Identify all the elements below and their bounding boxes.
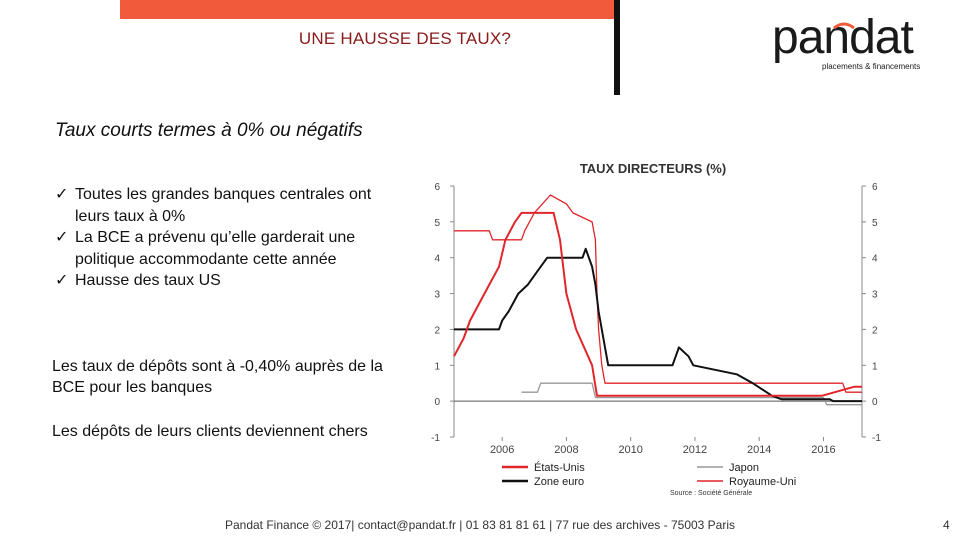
- chart-title: TAUX DIRECTEURS (%): [580, 161, 726, 176]
- policy-rates-chart: TAUX DIRECTEURS (%) -1 -1 0 0 1 1 2 2 3 3 4 4 5 5 6 6 200…: [431, 161, 881, 497]
- y-tick-label-right: -1: [872, 433, 881, 444]
- bullet-list: ✓ Toutes les grandes banques centrales on…: [55, 184, 405, 292]
- footer-text: Pandat Finance © 2017| contact@pandat.fr…: [224, 518, 736, 532]
- y-tick-label-left: 2: [434, 325, 440, 336]
- logo-accent-icon: [833, 22, 855, 30]
- logo-wordmark: pandat: [772, 11, 914, 64]
- check-icon: ✓: [55, 186, 69, 203]
- deposit-rate-paragraph: Les taux de dépôts sont à -0,40% auprès …: [52, 358, 383, 396]
- section-subtitle: Taux courts termes à 0% ou négatifs: [55, 120, 363, 141]
- bullet-item: ✓ La BCE a prévenu qu’elle garderait une …: [55, 229, 356, 268]
- x-tick-label: 2010: [618, 444, 642, 456]
- legend-label: Zone euro: [534, 476, 584, 488]
- bullet-item: ✓ Toutes les grandes banques centrales on…: [55, 186, 372, 225]
- y-tick-label-right: 2: [872, 325, 878, 336]
- check-icon: ✓: [55, 272, 69, 289]
- y-tick-label-left: 0: [434, 397, 440, 408]
- page-number: 4: [943, 518, 950, 532]
- series-line--tats-unis: [453, 211, 862, 397]
- series-line-zone-euro: [454, 247, 862, 403]
- y-tick-label-right: 5: [872, 218, 878, 229]
- x-tick-label: 2016: [811, 444, 835, 456]
- legend-label: Japon: [729, 462, 759, 474]
- x-tick-label: 2008: [554, 444, 578, 456]
- x-tick-label: 2006: [490, 444, 514, 456]
- y-tick-label-right: 6: [872, 182, 878, 193]
- slide-title: UNE HAUSSE DES TAUX?: [298, 29, 512, 48]
- y-tick-label-left: 5: [434, 218, 440, 229]
- y-tick-label-left: -1: [431, 433, 440, 444]
- y-tick-label-right: 0: [872, 397, 878, 408]
- y-tick-label-left: 6: [434, 182, 440, 193]
- y-tick-label-left: 4: [434, 254, 440, 265]
- pandat-logo: pandat placements & financements: [772, 14, 952, 74]
- bullet-item: ✓ Hausse des taux US: [55, 270, 405, 292]
- y-tick-label-left: 1: [434, 361, 440, 372]
- chart-source: Source : Société Générale: [670, 490, 752, 497]
- header-divider: [614, 0, 620, 95]
- y-tick-label-left: 3: [434, 290, 440, 301]
- y-tick-label-right: 1: [872, 361, 878, 372]
- x-tick-label: 2014: [747, 444, 771, 456]
- x-tick-label: 2012: [683, 444, 707, 456]
- client-deposits-paragraph: Les dépôts de leurs clients deviennent c…: [52, 423, 368, 440]
- series-line-royaume-uni: [454, 194, 862, 393]
- y-tick-label-right: 3: [872, 290, 878, 301]
- check-icon: ✓: [55, 229, 69, 246]
- legend-label: États-Unis: [534, 461, 585, 474]
- top-accent-bar: [120, 0, 616, 19]
- legend-label: Royaume-Uni: [729, 476, 796, 488]
- y-tick-label-right: 4: [872, 254, 878, 265]
- series-line-japon: [521, 382, 862, 406]
- logo-tagline: placements & financements: [822, 62, 921, 71]
